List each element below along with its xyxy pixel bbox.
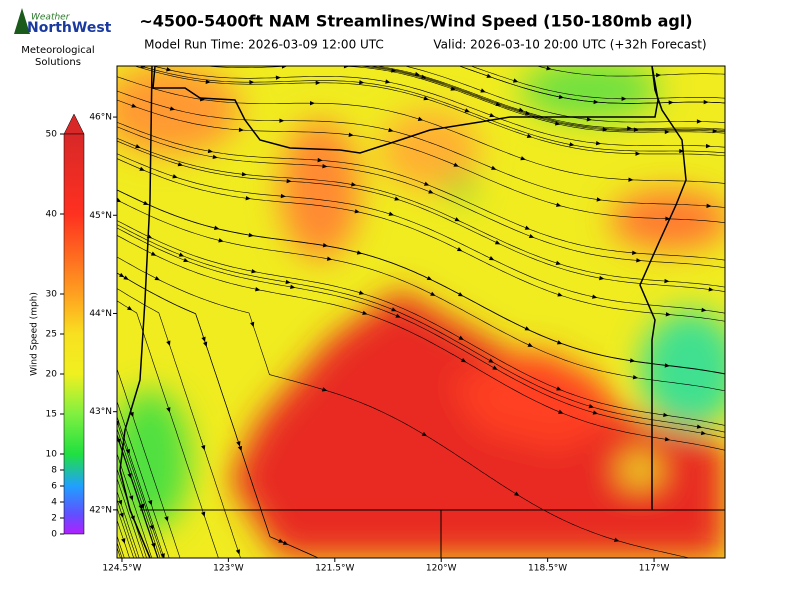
colorbar-tick-label: 10 — [46, 450, 58, 460]
title: ~4500-5400ft NAM Streamlines/Wind Speed … — [139, 12, 692, 31]
stream-arrow — [97, 455, 103, 461]
lat-label: 42°N — [89, 505, 112, 515]
stream-arrow — [731, 96, 736, 101]
stream-arrow — [721, 564, 727, 570]
stream-arrow — [94, 67, 100, 73]
valid-time: Valid: 2026-03-10 20:00 UTC (+32h Foreca… — [433, 38, 706, 52]
stream-arrow — [110, 521, 116, 527]
lat-label: 46°N — [89, 113, 112, 123]
stream-arrow — [196, 61, 201, 66]
lon-label: 123°W — [213, 564, 244, 574]
stream-arrow — [128, 30, 134, 36]
stream-arrow — [94, 391, 100, 397]
logo-line: Solutions — [35, 57, 81, 68]
stream-arrow — [738, 183, 744, 188]
model-run: Model Run Time: 2026-03-09 12:00 UTC — [144, 38, 384, 52]
lat-label: 45°N — [89, 211, 112, 221]
stream-arrow — [99, 52, 105, 58]
logo-line: Meteorological — [21, 45, 94, 56]
stream-arrow — [737, 128, 743, 133]
colorbar-tick-label: 30 — [46, 290, 58, 300]
lon-label: 117°W — [639, 564, 670, 574]
lon-label: 118.5°W — [528, 564, 567, 574]
colorbar-extend — [64, 114, 84, 134]
stream-arrow — [104, 400, 110, 406]
stream-arrow — [105, 399, 111, 405]
colorbar-tick-label: 40 — [46, 210, 58, 220]
colorbar-tick-label: 25 — [46, 330, 57, 340]
colorbar-tick-label: 0 — [51, 530, 57, 540]
lon-label: 124.5°W — [102, 564, 141, 574]
colorbar-label: Wind Speed (mph) — [30, 292, 40, 376]
colorbar-tick-label: 2 — [51, 514, 57, 524]
stream-arrow — [738, 375, 744, 380]
colorbar-tick-label: 50 — [46, 130, 58, 140]
stream-arrow — [306, 61, 311, 66]
stream-arrow — [142, 558, 148, 564]
stream-arrow — [93, 369, 99, 375]
stream-arrow — [89, 270, 96, 276]
colorbar-tick-label: 15 — [46, 410, 57, 420]
logo: Weather NorthWest Meteorological Solutio… — [14, 8, 112, 68]
colorbar-tick-label: 4 — [51, 498, 57, 508]
colorbar-tick-label: 6 — [51, 482, 57, 492]
wind-field — [89, 21, 745, 579]
stream-arrow — [91, 344, 97, 350]
colorbar-tick-label: 20 — [46, 370, 58, 380]
stream-arrow — [108, 523, 114, 529]
colorbar-ramp — [64, 134, 84, 534]
logo-brand: NorthWest — [27, 20, 112, 36]
colorbar-tick-label: 8 — [51, 466, 57, 476]
lon-label: 121.5°W — [315, 564, 354, 574]
lat-label: 44°N — [89, 309, 112, 319]
stream-arrow — [107, 454, 113, 460]
colorbar: Wind Speed (mph) 0 2 4 6 8 10 15 20 25 30 40 50 — [30, 114, 85, 540]
stream-arrow — [99, 499, 105, 505]
lon-label: 120°W — [426, 564, 457, 574]
lat-label: 43°N — [89, 407, 112, 417]
